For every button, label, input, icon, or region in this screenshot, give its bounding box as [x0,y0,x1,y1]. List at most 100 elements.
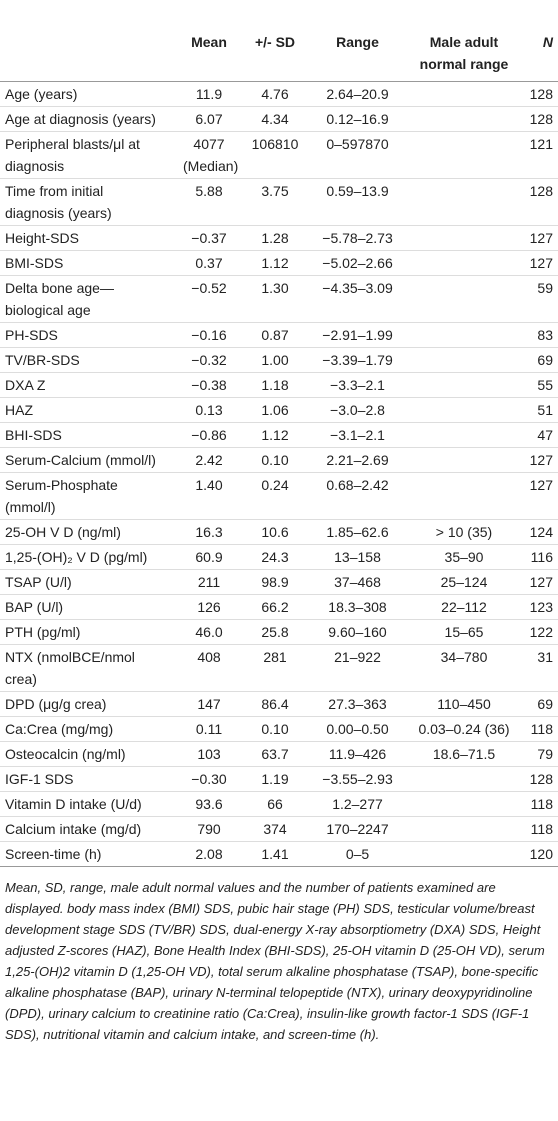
cell: 60.9 [195,549,223,565]
cell: 86.4 [261,696,289,712]
cell: −4.35–3.09 [322,280,393,296]
table-row: Age at diagnosis (years) 6.07 4.34 0.12–16.… [0,107,558,132]
table-row: Serum-Calcium (mmol/l) 2.42 0.10 2.21–2.69 1… [0,448,558,473]
cell: 0.87 [261,327,289,343]
cell: 37–468 [334,574,381,590]
cell: 10.6 [261,524,289,540]
cell [405,792,523,817]
table-header: Mean +/- SD Range Male adult normal range N [0,30,558,82]
cell: −3.3–2.1 [330,377,385,393]
cell: 0.00–0.50 [326,721,389,737]
cell: 0.12–16.9 [326,111,389,127]
header-cell: Male adult normal range [419,34,509,72]
cell: 24.3 [261,549,289,565]
header-cell: Range [336,34,379,50]
cell: 9.60–160 [328,624,387,640]
row-label: Age (years) [5,86,78,102]
row-label: Vitamin D intake (U/d) [5,796,142,812]
cell [405,448,523,473]
cell [405,842,523,867]
cell: −0.32 [191,352,227,368]
cell: 1.41 [261,846,289,862]
cell: 1.18 [261,377,289,393]
cell: 3.75 [261,183,289,199]
cell: 66.2 [261,599,289,615]
table-row: Screen-time (h) 2.08 1.41 0–5 120 [0,842,558,867]
cell: 116 [530,549,553,565]
footnote: Mean, SD, range, male adult normal value… [5,880,545,1042]
cell [405,82,523,107]
row-label: Serum-Calcium (mmol/l) [5,452,156,468]
row-label: Peripheral blasts/μl at diagnosis [5,136,140,174]
row-label: Screen-time (h) [5,846,102,862]
row-label: TSAP (U/l) [5,574,72,590]
cell: −3.55–2.93 [322,771,393,787]
table-row: 1,25-(OH)₂ V D (pg/ml) 60.9 24.3 13–158 35–9… [0,545,558,570]
cell: 0–597870 [326,136,389,152]
table-row: Peripheral blasts/μl at diagnosis 4077 (M… [0,132,558,179]
cell: 1.30 [261,280,289,296]
row-label: DXA Z [5,377,46,393]
table-row: DPD (μg/g crea) 147 86.4 27.3–363 110–450 69 [0,692,558,717]
row-label: IGF-1 SDS [5,771,74,787]
cell: 147 [197,696,221,712]
cell: 118 [530,796,553,812]
cell: 790 [197,821,221,837]
cell: 1.00 [261,352,289,368]
row-label: TV/BR-SDS [5,352,80,368]
cell: 98.9 [261,574,289,590]
cell: 47 [537,427,553,443]
cell: 0.37 [195,255,223,271]
cell: 21–922 [334,649,381,665]
header-cell: +/- SD [254,34,296,50]
cell: 69 [537,696,553,712]
cell: 127 [529,574,553,590]
cell [405,132,523,179]
cell: 128 [529,111,553,127]
data-table: Mean +/- SD Range Male adult normal range N … [0,30,558,867]
cell: 1.19 [261,771,289,787]
cell: 1.40 [195,477,223,493]
cell: 15–65 [444,624,484,640]
row-label: PTH (pg/ml) [5,624,81,640]
cell: 128 [529,86,553,102]
table-row: Calcium intake (mg/d) 790 374 170–2247 118 [0,817,558,842]
cell: −0.38 [191,377,227,393]
cell: 121 [529,136,553,152]
cell: 0.11 [195,721,223,737]
cell: 118 [530,721,553,737]
cell: 1.28 [261,230,289,246]
table-row: Vitamin D intake (U/d) 93.6 66 1.2–277 118 [0,792,558,817]
cell: 120 [529,846,553,862]
header-row: Mean +/- SD Range Male adult normal range N [0,30,558,82]
cell: 46.0 [195,624,223,640]
cell: 16.3 [195,524,223,540]
cell: 127 [529,230,553,246]
cell: 5.88 [195,183,223,199]
cell [405,251,523,276]
table-row: IGF-1 SDS −0.30 1.19 −3.55–2.93 128 [0,767,558,792]
cell: 0.10 [261,452,289,468]
table-row: TSAP (U/l) 211 98.9 37–468 25–124 127 [0,570,558,595]
table-body: Age (years) 11.9 4.76 2.64–20.9 128 Age at di… [0,82,558,867]
row-label: Delta bone age—biological age [5,280,114,318]
row-label: Osteocalcin (ng/ml) [5,746,126,762]
row-label: PH-SDS [5,327,58,343]
cell: 93.6 [195,796,223,812]
row-label: Serum-Phosphate (mmol/l) [5,477,118,515]
row-label: 1,25-(OH)₂ V D (pg/ml) [5,549,148,565]
cell: 59 [537,280,553,296]
cell: −0.30 [191,771,227,787]
cell: 106810 [251,136,299,152]
cell: 2.21–2.69 [326,452,389,468]
cell: −2.91–1.99 [322,327,393,343]
table-row: PH-SDS −0.16 0.87 −2.91–1.99 83 [0,323,558,348]
cell: 281 [263,649,287,665]
cell: 34–780 [440,649,488,665]
table-row: Delta bone age—biological age −0.52 1.30 −4… [0,276,558,323]
table-row: Serum-Phosphate (mmol/l) 1.40 0.24 0.68–2.4… [0,473,558,520]
cell: 25–124 [440,574,488,590]
cell: −3.0–2.8 [330,402,385,418]
row-label: NTX (nmolBCE/nmol crea) [5,649,135,687]
cell: −0.86 [191,427,227,443]
